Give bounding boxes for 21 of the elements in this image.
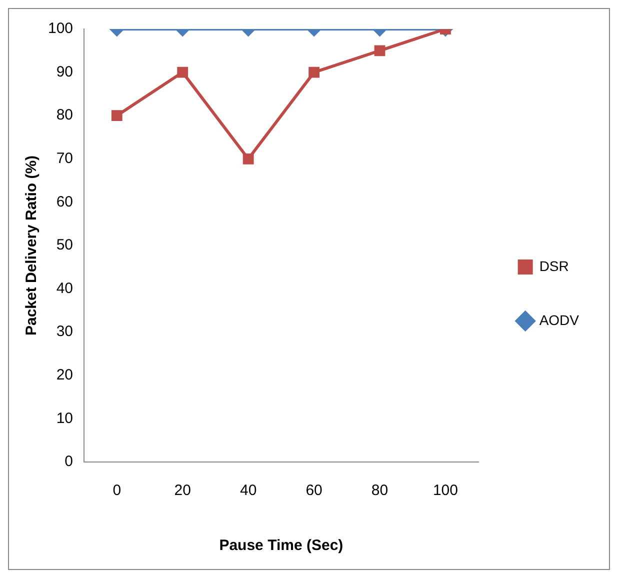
y-tick-label: 20	[56, 366, 74, 384]
y-tick-label: 0	[64, 453, 74, 470]
x-tick-label: 80	[371, 482, 388, 500]
x-tick-label: 60	[306, 482, 322, 500]
y-tick-label: 70	[56, 150, 74, 168]
legend-label: AODV	[539, 312, 580, 328]
y-tick-label: 60	[56, 193, 74, 210]
y-axis-title: Packet Delivery Ratio (%)	[23, 155, 40, 336]
y-tick-label: 50	[56, 236, 74, 254]
x-axis-title: Pause Time (Sec)	[219, 537, 344, 554]
x-tick-label: 40	[240, 482, 257, 500]
y-tick-label: 100	[48, 20, 74, 38]
y-tick-label: 10	[56, 410, 74, 427]
x-tick-label: 0	[112, 482, 122, 500]
y-tick-label: 90	[56, 63, 74, 80]
x-tick-label: 20	[174, 482, 191, 500]
y-tick-label: 30	[56, 323, 74, 340]
legend-label: DSR	[539, 258, 569, 274]
y-tick-label: 80	[56, 106, 74, 124]
x-tick-label: 100	[432, 482, 458, 500]
y-tick-label: 40	[56, 280, 74, 297]
